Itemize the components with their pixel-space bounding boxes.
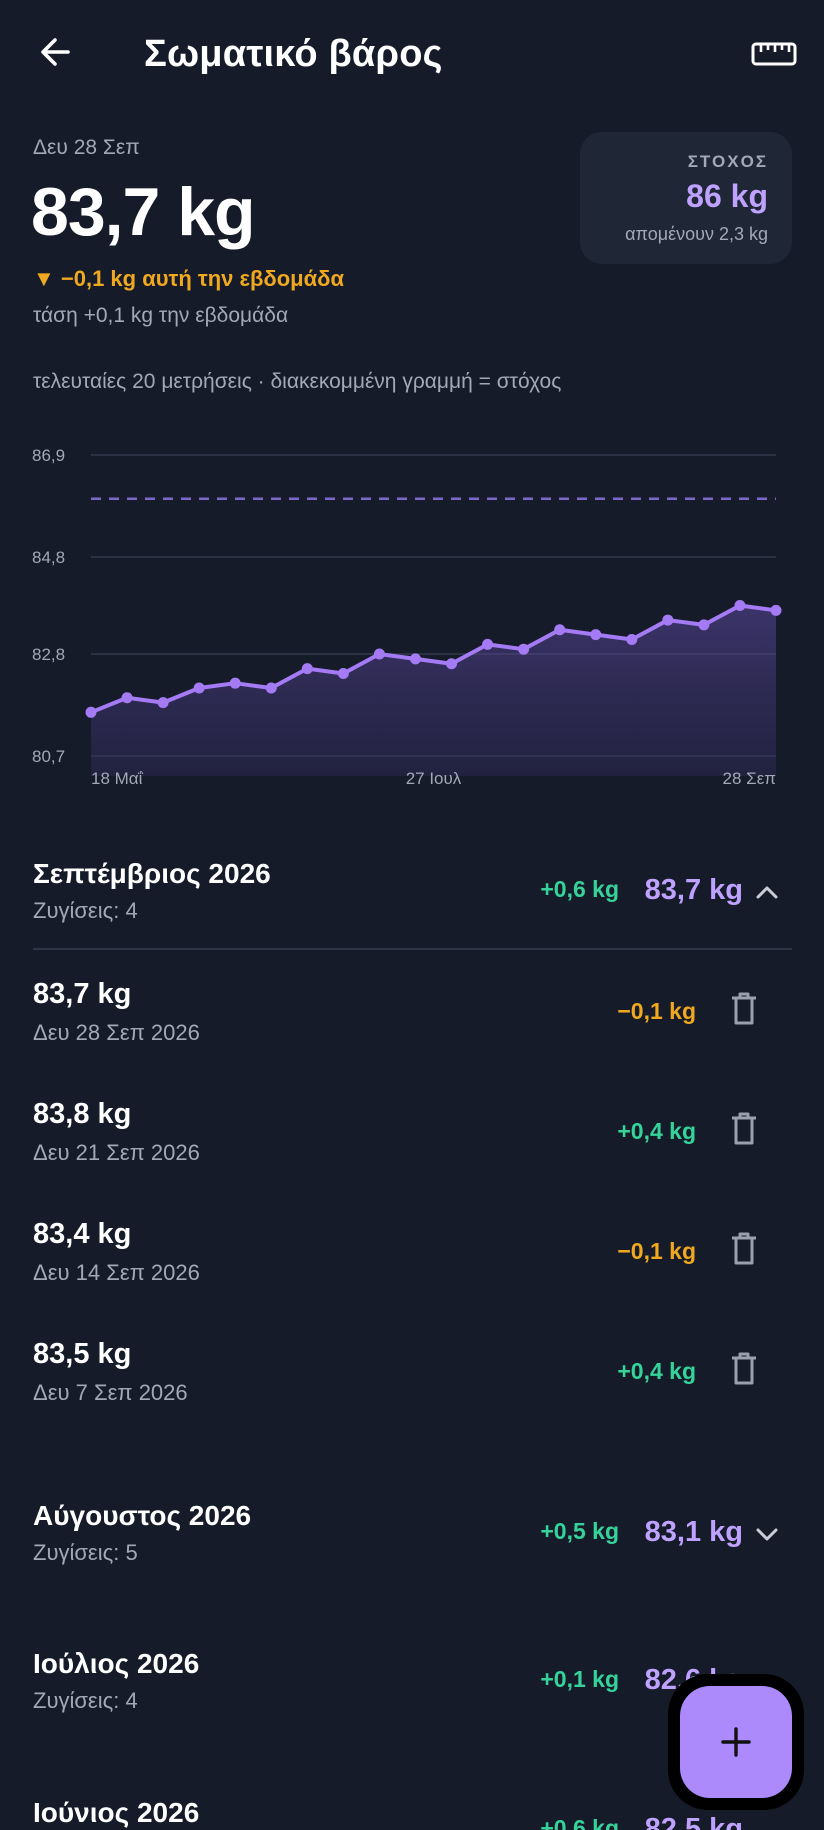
month-value-june: 82,5 kg (644, 1813, 743, 1830)
data-point (337, 667, 349, 679)
entry-date: Δευ 14 Σεπ 2026 (33, 1260, 200, 1285)
entry-weight: 83,8 kg (33, 1098, 132, 1130)
chevron-down-icon[interactable] (753, 1520, 781, 1548)
trash-icon[interactable] (729, 1232, 759, 1266)
entry-delta: +0,4 kg (617, 1118, 696, 1144)
month-value-august: 83,1 kg (644, 1516, 743, 1548)
data-point (662, 614, 674, 626)
data-point (85, 706, 97, 718)
weight-line (90, 603, 777, 715)
data-point (518, 643, 530, 655)
chart-area-fill (91, 605, 776, 776)
data-point (193, 682, 205, 694)
goal-remaining: απομένουν 2,3 kg (625, 224, 768, 244)
month-name-august[interactable]: Αύγουστος 2026 (33, 1500, 252, 1531)
chart-caption: τελευταίες 20 μετρήσεις · διακεκομμένη γ… (33, 370, 562, 393)
y-tick-label: 86,9 (32, 446, 65, 465)
data-point (734, 600, 746, 611)
trend-text: τάση +0,1 kg την εβδομάδα (33, 304, 289, 327)
add-weight-button[interactable] (680, 1686, 792, 1798)
data-point (698, 619, 710, 631)
data-point (770, 604, 782, 616)
data-point (265, 682, 277, 694)
month-count-august: Ζυγίσεις: 5 (33, 1540, 138, 1565)
data-point (121, 692, 133, 704)
page-title: Σωματικό βάρος (144, 33, 443, 75)
y-tick-label: 84,8 (32, 548, 65, 567)
entry-date: Δευ 21 Σεπ 2026 (33, 1140, 200, 1165)
month-name-july[interactable]: Ιούλιος 2026 (33, 1648, 200, 1679)
entry-weight: 83,7 kg (33, 978, 132, 1010)
month-delta-august: +0,5 kg (540, 1518, 619, 1544)
trash-icon[interactable] (729, 1352, 759, 1386)
latest-date: Δευ 28 Σεπ (33, 136, 140, 159)
goal-card[interactable]: ΣΤΟΧΟΣ 86 kg απομένουν 2,3 kg (580, 132, 792, 264)
current-weight: 83,7 kg (31, 174, 256, 250)
data-point (626, 633, 638, 645)
goal-label: ΣΤΟΧΟΣ (687, 152, 768, 171)
entry-date: Δευ 7 Σεπ 2026 (33, 1380, 188, 1405)
data-point (373, 648, 385, 660)
entry-delta: −0,1 kg (617, 1238, 696, 1264)
entry-delta: −0,1 kg (617, 998, 696, 1024)
month-count-september: Ζυγίσεις: 4 (33, 898, 138, 923)
data-point (157, 697, 169, 709)
x-tick-label: 27 Ιουλ (406, 769, 462, 788)
month-count-july: Ζυγίσεις: 4 (33, 1688, 138, 1713)
month-delta-june: +0,6 kg (540, 1815, 619, 1830)
data-point (229, 677, 241, 689)
plus-icon (721, 1727, 751, 1757)
month-delta-july: +0,1 kg (540, 1666, 619, 1692)
data-point (482, 638, 494, 650)
entry-delta: +0,4 kg (617, 1358, 696, 1384)
y-tick-label: 82,8 (32, 645, 65, 664)
goal-value: 86 kg (686, 178, 768, 214)
chevron-up-icon[interactable] (753, 878, 781, 906)
month-name-june[interactable]: Ιούνιος 2026 (33, 1797, 200, 1828)
data-point (409, 653, 421, 665)
data-point (554, 624, 566, 636)
entry-weight: 83,5 kg (33, 1338, 132, 1370)
trash-icon[interactable] (729, 1112, 759, 1146)
ruler-icon[interactable] (750, 38, 798, 70)
data-point (446, 658, 458, 670)
entry-weight: 83,4 kg (33, 1218, 132, 1250)
y-tick-label: 80,7 (32, 747, 65, 766)
x-tick-label: 28 Σεπ (723, 769, 776, 788)
month-value-september: 83,7 kg (644, 874, 743, 906)
x-tick-label: 18 Μαΐ (91, 769, 144, 788)
trash-icon[interactable] (729, 992, 759, 1026)
month-name-september[interactable]: Σεπτέμβριος 2026 (33, 858, 271, 889)
weight-chart: 86,9 84,8 82,8 80,7 18 Μαΐ 27 Ιουλ 28 Σεπ (32, 446, 782, 788)
data-point (301, 663, 313, 675)
month-delta-september: +0,6 kg (540, 876, 619, 902)
back-arrow-icon[interactable] (34, 30, 78, 74)
data-point (590, 629, 602, 641)
weekly-change: ▼ −0,1 kg αυτή την εβδομάδα (33, 266, 345, 291)
divider (33, 948, 792, 950)
entry-date: Δευ 28 Σεπ 2026 (33, 1020, 200, 1045)
